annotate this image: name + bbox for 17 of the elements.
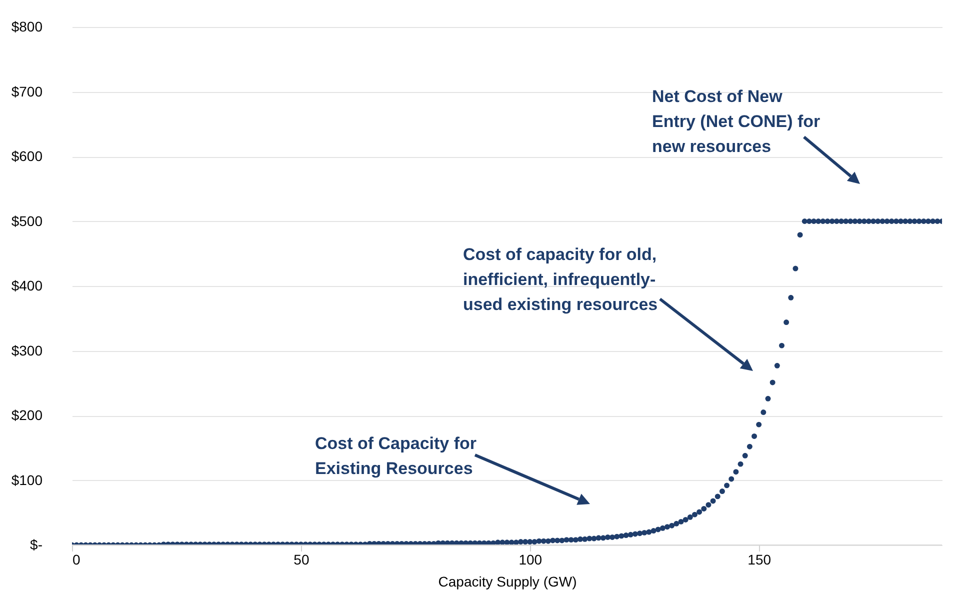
y-tick-label: $200	[11, 407, 43, 423]
y-tick-label: $700	[11, 83, 43, 100]
y-tick-label: $500	[11, 212, 43, 229]
x-axis-title: Capacity Supply (GW)	[438, 574, 577, 590]
x-tick-label: 100	[518, 552, 542, 568]
annotation: Net Cost of New Entry (Net CONE) for new resources	[652, 87, 820, 156]
y-tick-label: $600	[11, 148, 43, 164]
y-tick-label: $800	[11, 18, 43, 34]
y-tick-label: $-	[30, 536, 43, 552]
y-tick-label: $100	[11, 472, 43, 488]
x-tick-label: 0	[72, 552, 80, 568]
annotation: Cost of Capacity for Existing Resources	[315, 434, 477, 478]
x-tick-label: 50	[294, 552, 310, 568]
x-tick-label: 150	[748, 552, 772, 568]
y-tick-label: $400	[11, 278, 43, 294]
y-tick-label: $300	[11, 342, 43, 358]
annotation: Cost of capacity for old, inefficient, infrequently- used existing resources	[463, 245, 658, 314]
